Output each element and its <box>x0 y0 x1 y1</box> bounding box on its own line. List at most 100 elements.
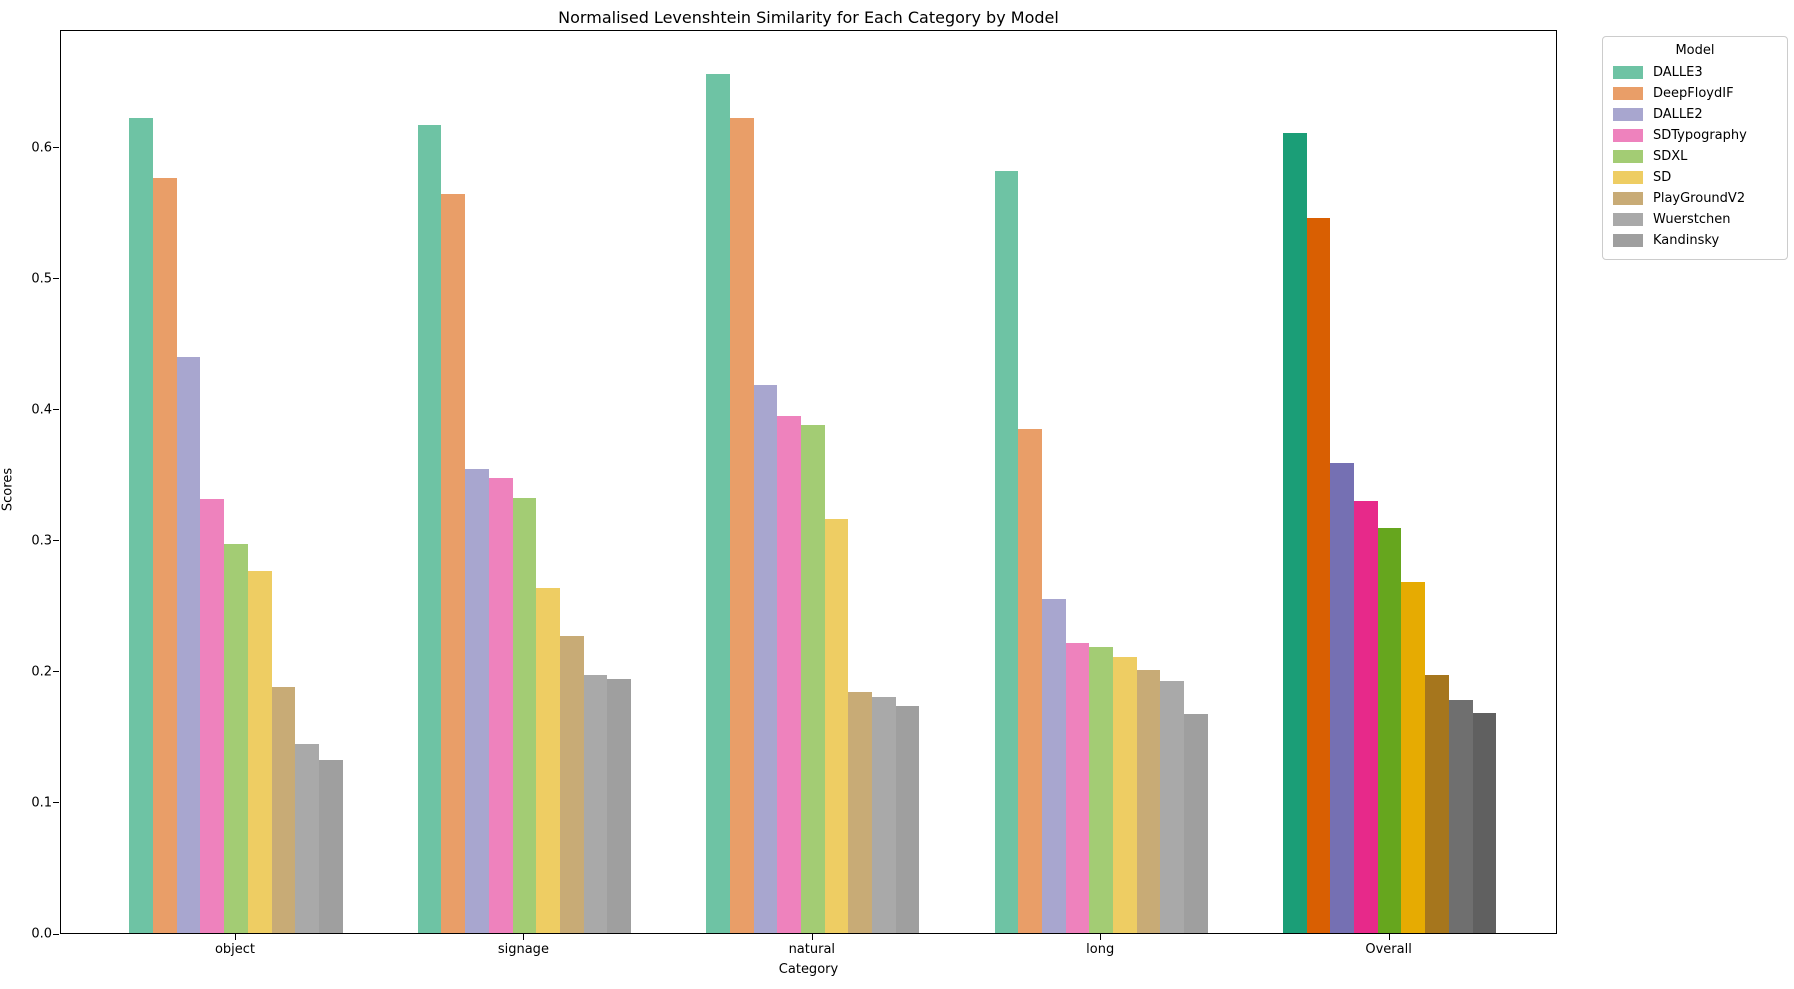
legend-swatch-icon <box>1613 192 1643 205</box>
legend-swatch-icon <box>1613 108 1643 121</box>
bar <box>777 415 801 933</box>
legend-swatch-icon <box>1613 171 1643 184</box>
legend-label: SDTypography <box>1653 128 1747 143</box>
bar <box>753 385 778 933</box>
legend-label: SD <box>1653 170 1672 185</box>
y-tick-mark <box>53 671 59 673</box>
legend-title: Model <box>1675 43 1715 58</box>
legend-swatch-icon <box>1613 234 1643 247</box>
legend-item: DALLE3 <box>1613 62 1777 83</box>
legend-label: DALLE2 <box>1653 107 1703 122</box>
y-tick-mark <box>53 802 59 804</box>
legend-label: DeepFloydIF <box>1653 86 1734 101</box>
bar <box>488 478 513 933</box>
bar <box>1425 674 1449 933</box>
y-tick-label: 0.1 <box>31 795 52 811</box>
x-tick-mark <box>235 934 236 940</box>
y-tick-label: 0.5 <box>31 271 52 287</box>
x-tick-label: natural <box>788 942 836 957</box>
x-tick-mark <box>811 934 813 940</box>
y-tick-mark <box>53 278 59 280</box>
y-tick-mark <box>53 409 59 411</box>
legend-item: Kandinsky <box>1613 230 1777 251</box>
bar <box>994 170 1019 933</box>
bar <box>224 543 248 933</box>
bar <box>1448 699 1473 933</box>
bar <box>1472 712 1497 933</box>
bar <box>536 588 560 933</box>
bar <box>1282 132 1307 933</box>
bar <box>607 678 632 933</box>
bar <box>417 124 442 933</box>
legend: Model DALLE3 DeepFloydIF DALLE2 SDTypograph… <box>1602 36 1788 260</box>
y-tick-mark <box>53 540 59 542</box>
legend-item: DALLE2 <box>1613 104 1777 125</box>
bar <box>1330 462 1355 933</box>
bar <box>1065 643 1090 933</box>
bar <box>706 73 730 933</box>
x-tick-mark <box>1388 934 1390 940</box>
legend-item-list: DALLE3 DeepFloydIF DALLE2 SDTypography SDXL S… <box>1613 62 1777 251</box>
legend-swatch-icon <box>1613 129 1643 142</box>
bar <box>1306 217 1331 933</box>
legend-label: Wuerstchen <box>1653 212 1731 227</box>
legend-swatch-icon <box>1613 150 1643 163</box>
bar <box>729 118 754 933</box>
bar <box>1354 500 1378 933</box>
legend-label: SDXL <box>1653 149 1688 164</box>
y-tick-mark <box>53 147 59 149</box>
bar <box>129 118 154 933</box>
bar <box>1377 528 1402 933</box>
legend-label: DALLE3 <box>1653 65 1703 80</box>
plot-area <box>60 30 1557 934</box>
y-tick-mark <box>53 933 59 935</box>
bar <box>200 499 225 933</box>
y-tick-label: 0.3 <box>31 533 52 549</box>
bar <box>1184 714 1208 933</box>
bar <box>512 498 537 933</box>
bar <box>1041 598 1066 933</box>
bar <box>295 744 319 933</box>
legend-label: Kandinsky <box>1653 233 1720 248</box>
legend-swatch-icon <box>1613 213 1643 226</box>
x-axis-label: Category <box>778 962 839 977</box>
bar <box>247 571 272 933</box>
bar <box>465 469 489 933</box>
chart-title: Normalised Levenshtein Similarity for Ea… <box>558 8 1059 27</box>
legend-swatch-icon <box>1613 66 1643 79</box>
bar <box>1113 656 1137 933</box>
bar <box>559 635 584 933</box>
bar <box>1136 669 1161 933</box>
x-tick-label: signage <box>497 942 549 957</box>
x-tick-label: long <box>1086 942 1115 957</box>
legend-swatch-icon <box>1613 87 1643 100</box>
y-axis-label: Scores <box>0 467 16 512</box>
legend-item: DeepFloydIF <box>1613 83 1777 104</box>
legend-item: SD <box>1613 167 1777 188</box>
x-tick-mark <box>1100 934 1102 940</box>
bar <box>583 674 608 933</box>
bar <box>1089 647 1114 933</box>
legend-item: SDTypography <box>1613 125 1777 146</box>
y-tick-label: 0.4 <box>31 402 52 418</box>
legend-item: Wuerstchen <box>1613 209 1777 230</box>
bar <box>848 691 873 933</box>
legend-label: PlayGroundV2 <box>1653 191 1746 206</box>
legend-item: SDXL <box>1613 146 1777 167</box>
bar <box>176 356 201 933</box>
y-tick-label: 0.6 <box>31 140 52 156</box>
bar <box>153 178 177 933</box>
y-tick-label: 0.0 <box>31 926 52 942</box>
bar <box>872 697 896 933</box>
legend-item: PlayGroundV2 <box>1613 188 1777 209</box>
bar <box>1018 428 1042 933</box>
bar <box>441 194 466 933</box>
y-tick-label: 0.2 <box>31 664 52 680</box>
x-tick-label: Overall <box>1365 942 1412 957</box>
bar <box>1160 681 1185 933</box>
x-tick-mark <box>523 934 525 940</box>
bar <box>824 519 849 933</box>
bar <box>895 706 920 933</box>
bar <box>800 424 825 933</box>
